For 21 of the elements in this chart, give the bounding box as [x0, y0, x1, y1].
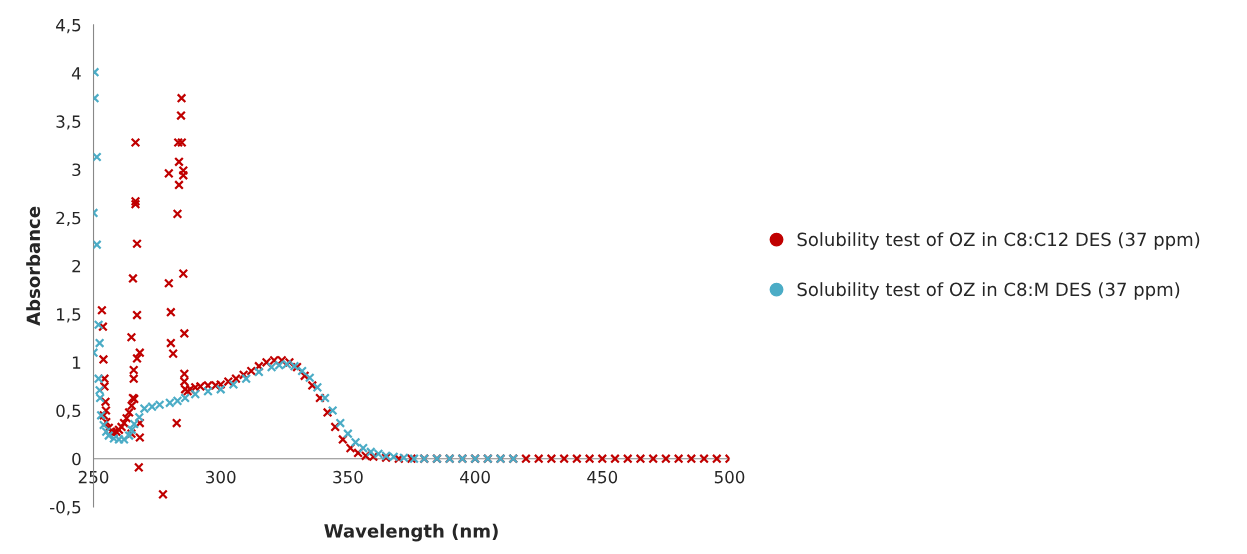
- y-axis-title: Absorbance: [26, 206, 41, 326]
- y-tick-label: 3,5: [56, 115, 81, 130]
- x-axis-title: Wavelength (nm): [324, 523, 498, 542]
- x-tick-label: 300: [206, 470, 236, 484]
- x-tick-label: 250: [78, 470, 109, 484]
- y-tick-label: -0,5: [50, 500, 81, 516]
- x-tick-label: 450: [587, 470, 618, 484]
- y-tick-label: 2,5: [56, 211, 81, 226]
- y-tick-label: 4: [71, 67, 81, 80]
- y-tick-label: 1,5: [57, 308, 81, 323]
- x-tick-label: 500: [714, 470, 745, 484]
- y-tick-label: 2: [72, 259, 81, 273]
- y-tick-label: 4,5: [56, 19, 81, 34]
- y-tick-label: 1: [72, 356, 81, 369]
- legend-label: Solubility test of OZ in C8:M DES (37 ppm): [797, 282, 1180, 300]
- legend-label: Solubility test of OZ in C8:C12 DES (37 ppm): [797, 232, 1200, 250]
- y-tick-label: 3: [72, 163, 81, 177]
- x-tick-label: 350: [333, 470, 363, 484]
- y-tick-label: 0: [72, 452, 81, 466]
- x-tick-label: 400: [460, 470, 490, 484]
- y-tick-label: 0,5: [56, 404, 81, 419]
